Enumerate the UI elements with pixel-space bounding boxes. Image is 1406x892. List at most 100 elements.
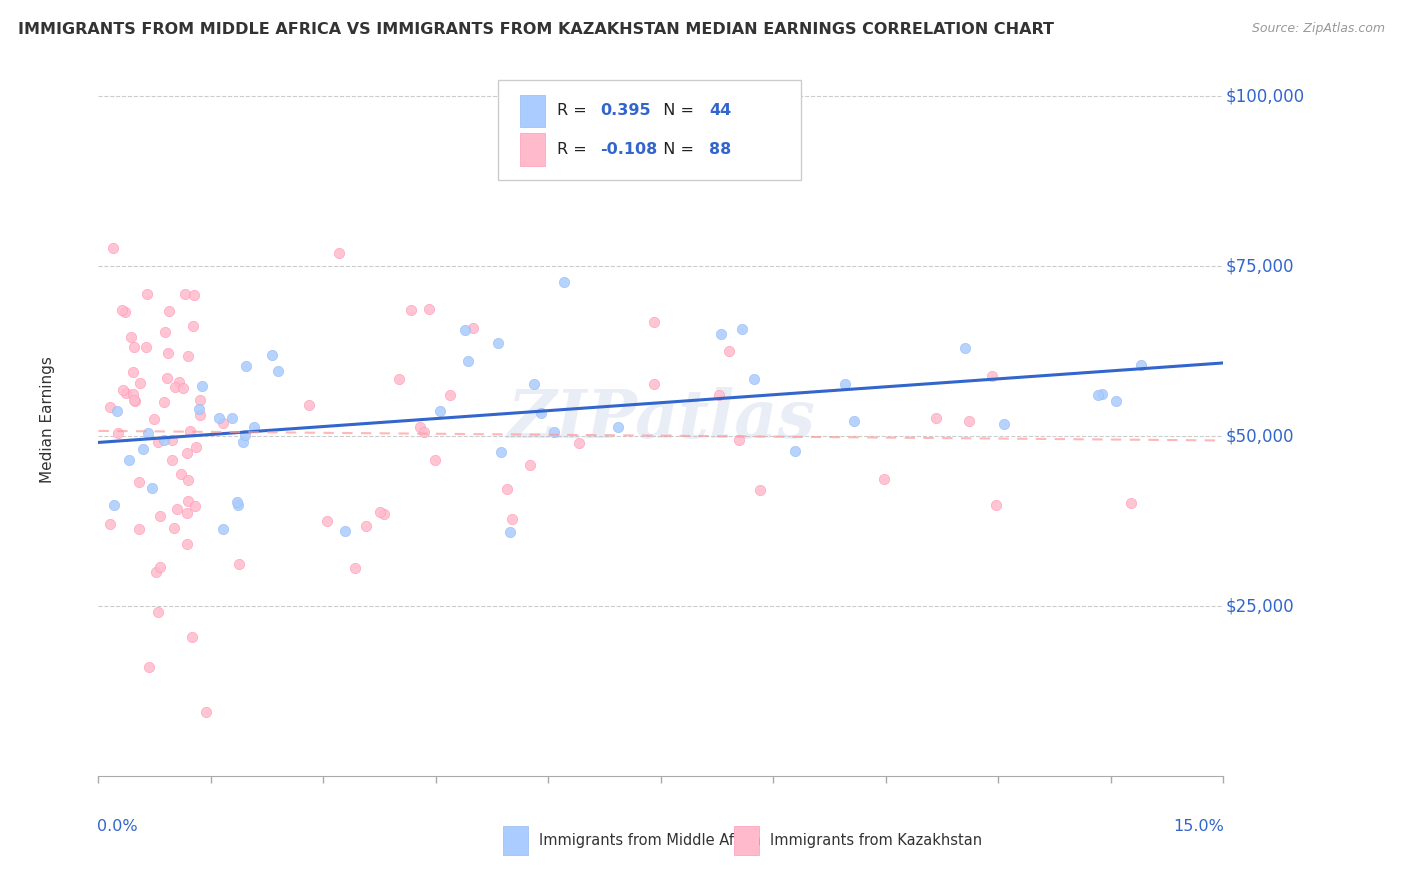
Point: [316, 514, 339, 528]
Point: [523, 377, 546, 392]
Point: [136, 287, 159, 301]
Point: [486, 335, 509, 350]
Point: [156, 371, 179, 385]
Point: [166, 501, 188, 516]
Point: [138, 660, 160, 674]
Point: [731, 322, 754, 336]
Bar: [734, 826, 759, 855]
Point: [228, 557, 250, 571]
Point: [157, 304, 180, 318]
Point: [260, 348, 283, 362]
Point: [993, 417, 1015, 431]
Point: [176, 446, 198, 460]
Point: [122, 393, 145, 408]
Text: 88: 88: [709, 142, 731, 157]
Point: [181, 318, 204, 333]
Point: [343, 561, 366, 575]
Point: [212, 416, 235, 430]
Point: [190, 379, 212, 393]
Point: [211, 523, 233, 537]
Point: [111, 303, 134, 318]
Point: [643, 376, 665, 391]
Point: [423, 453, 446, 467]
Point: [718, 344, 741, 359]
Point: [167, 375, 190, 389]
Point: [101, 241, 124, 255]
Point: [643, 315, 665, 329]
Point: [120, 330, 142, 344]
Point: [388, 372, 411, 386]
Point: [498, 524, 520, 539]
Point: [1087, 388, 1109, 402]
Point: [235, 359, 257, 373]
Point: [131, 442, 153, 456]
Bar: [503, 826, 529, 855]
Text: 44: 44: [709, 103, 731, 119]
Point: [519, 458, 541, 472]
Point: [225, 495, 247, 509]
Point: [439, 388, 461, 402]
Point: [188, 408, 211, 422]
Point: [489, 445, 512, 459]
Point: [143, 411, 166, 425]
Point: [454, 323, 477, 337]
Text: R =: R =: [557, 142, 592, 157]
Point: [156, 346, 179, 360]
Point: [184, 499, 207, 513]
Point: [107, 425, 129, 440]
Point: [152, 433, 174, 447]
Point: [145, 565, 167, 579]
Point: [103, 498, 125, 512]
Point: [1121, 496, 1143, 510]
Point: [177, 494, 200, 508]
Bar: [520, 95, 546, 127]
Point: [749, 483, 772, 497]
Point: [980, 368, 1002, 383]
Point: [1105, 394, 1128, 409]
Point: [176, 537, 198, 551]
Point: [221, 410, 243, 425]
Point: [742, 372, 765, 386]
Point: [429, 404, 451, 418]
Point: [1130, 358, 1153, 372]
Text: $100,000: $100,000: [1226, 87, 1305, 105]
Text: -0.108: -0.108: [600, 142, 658, 157]
Point: [728, 433, 751, 447]
Point: [399, 302, 422, 317]
Point: [568, 436, 591, 450]
Point: [709, 388, 731, 402]
Point: [501, 512, 523, 526]
Point: [121, 386, 143, 401]
Point: [124, 393, 146, 408]
FancyBboxPatch shape: [498, 80, 801, 180]
Point: [163, 380, 186, 394]
Point: [115, 386, 138, 401]
Point: [148, 559, 170, 574]
Point: [183, 288, 205, 302]
Point: [463, 321, 485, 335]
Point: [148, 605, 170, 619]
Point: [208, 410, 231, 425]
Point: [135, 340, 157, 354]
Text: $50,000: $50,000: [1226, 427, 1294, 445]
Point: [180, 631, 202, 645]
Point: [986, 498, 1008, 512]
Point: [118, 452, 141, 467]
Point: [953, 342, 976, 356]
Point: [1091, 387, 1114, 401]
Point: [842, 414, 865, 428]
Text: Source: ZipAtlas.com: Source: ZipAtlas.com: [1251, 22, 1385, 36]
Point: [153, 395, 176, 409]
Point: [177, 349, 200, 363]
Point: [160, 453, 183, 467]
Point: [163, 521, 186, 535]
Point: [128, 475, 150, 490]
Point: [176, 507, 198, 521]
Point: [179, 425, 201, 439]
Point: [111, 384, 134, 398]
Point: [114, 305, 136, 319]
Point: [153, 325, 176, 339]
Point: [128, 522, 150, 536]
Point: [226, 498, 249, 512]
Point: [957, 414, 980, 428]
